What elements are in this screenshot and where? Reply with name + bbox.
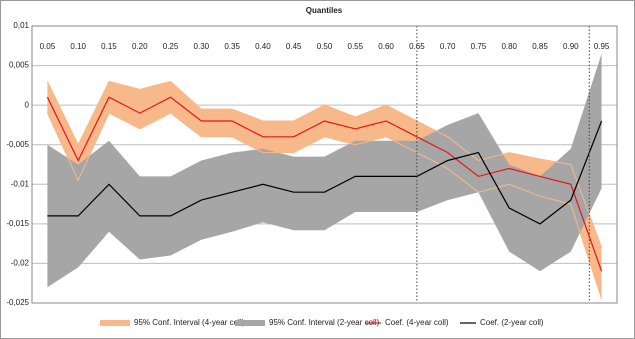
y-tick-label: 0,01 — [13, 21, 29, 30]
x-tick-label: 0.10 — [70, 42, 86, 51]
chart-title: Quantiles — [306, 6, 343, 15]
line — [46, 96, 603, 272]
y-tick-label: -0,005 — [6, 140, 29, 149]
y-tick-label: -0,015 — [6, 219, 29, 228]
x-tick-label: 0.90 — [563, 42, 579, 51]
y-tick-label: -0,025 — [6, 298, 29, 307]
x-tick-label: 0.35 — [224, 42, 240, 51]
y-tick-label: -0,02 — [11, 259, 30, 268]
x-tick-label: 0.05 — [40, 42, 56, 51]
legend-label: 95% Conf. Interval (4-year coll) — [134, 318, 245, 327]
confidence-band — [47, 53, 602, 288]
x-tick-label: 0.15 — [101, 42, 117, 51]
legend-label: Coef. (4-year coll) — [385, 318, 449, 327]
x-tick-label: 0.95 — [594, 42, 610, 51]
x-tick-label: 0.65 — [409, 42, 425, 51]
x-tick-label: 0.40 — [255, 42, 271, 51]
band-edge — [46, 112, 603, 300]
confidence-band — [47, 81, 602, 300]
x-tick-label: 0.20 — [132, 42, 148, 51]
line — [47, 120, 603, 225]
legend-swatch — [235, 320, 265, 326]
x-tick-label: 0.45 — [286, 42, 302, 51]
y-tick-label: -0,01 — [11, 179, 30, 188]
x-tick-label: 0.25 — [163, 42, 179, 51]
legend-label: 95% Conf. Interval (2-year coll) — [269, 318, 380, 327]
x-tick-label: 0.80 — [501, 42, 517, 51]
plot-frame — [31, 25, 618, 304]
band-edge — [46, 80, 603, 248]
x-tick-label: 0.55 — [348, 42, 364, 51]
y-tick-label: 0,005 — [9, 61, 30, 70]
legend-label: Coef. (2-year coll) — [480, 318, 544, 327]
legend-swatch — [100, 320, 130, 326]
x-tick-label: 0.85 — [532, 42, 548, 51]
y-tick-label: 0 — [25, 100, 30, 109]
x-tick-label: 0.60 — [378, 42, 394, 51]
x-tick-label: 0.75 — [471, 42, 487, 51]
x-tick-label: 0.50 — [317, 42, 333, 51]
x-tick-label: 0.70 — [440, 42, 456, 51]
x-tick-label: 0.30 — [194, 42, 210, 51]
